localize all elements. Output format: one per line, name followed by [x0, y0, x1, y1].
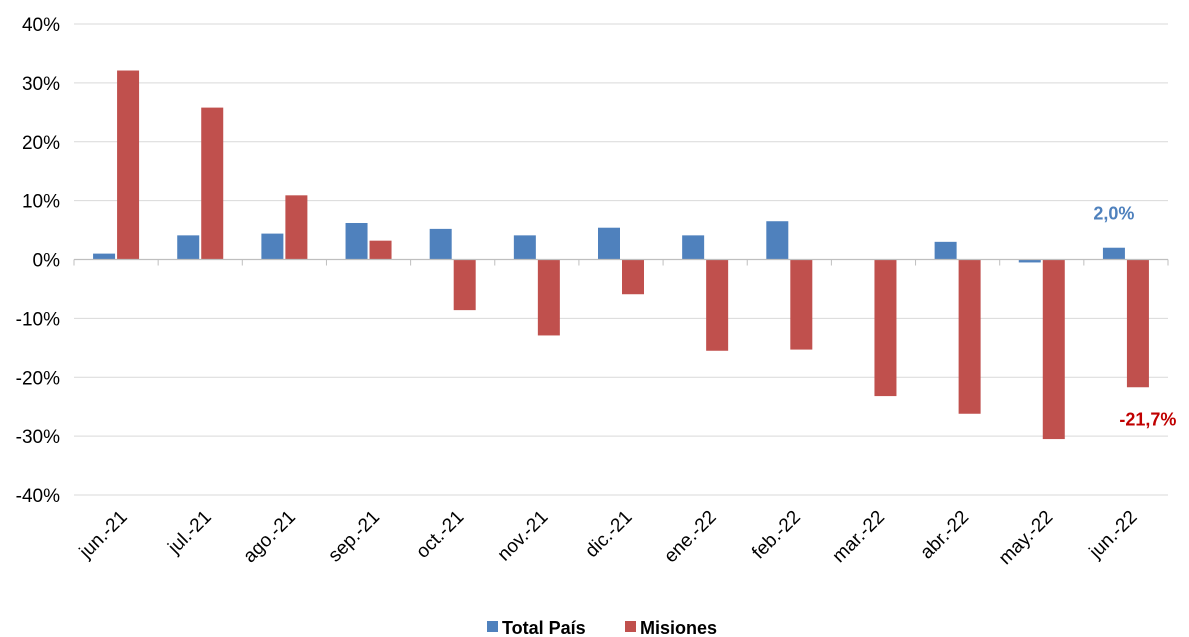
bar-misiones: [958, 259, 981, 414]
bar-misiones: [117, 70, 140, 260]
y-tick-label: -20%: [16, 368, 60, 389]
y-tick-label: -40%: [16, 486, 60, 507]
x-tick-label: nov.-21: [494, 507, 553, 566]
bar-total-pais: [345, 222, 368, 260]
bar-misiones: [453, 259, 476, 311]
data-label: -21,7%: [1119, 409, 1176, 429]
bar-total-pais: [682, 235, 705, 260]
bar-misiones: [874, 259, 897, 397]
x-tick-label: jun.-21: [75, 507, 132, 564]
x-tick-label: ene.-22: [660, 507, 720, 567]
bar-total-pais: [766, 221, 789, 260]
bar-total-pais: [177, 235, 200, 260]
x-tick-label: dic.-21: [581, 507, 636, 562]
y-tick-label: 40%: [22, 15, 60, 36]
x-tick-label: feb.-22: [748, 507, 805, 564]
bar-misiones: [201, 107, 224, 260]
bar-misiones: [369, 240, 392, 260]
y-tick-label: 10%: [22, 192, 60, 213]
x-axis-tick-labels: jun.-21 jul.-21 ago.-21 sep.-21 oct.-21 nov.-…: [75, 507, 1141, 569]
legend-label: Total País: [502, 618, 586, 637]
bar-total-pais: [261, 233, 284, 260]
y-tick-label: -30%: [16, 427, 60, 448]
bar-total-pais: [513, 235, 536, 260]
x-tick-label: mar.-22: [829, 507, 889, 567]
x-tick-label: abr.-22: [916, 507, 973, 564]
bar-total-pais: [1018, 259, 1041, 263]
legend-swatch: [625, 621, 636, 632]
x-tick-label: jul.-21: [164, 507, 216, 559]
legend-label: Misiones: [640, 618, 717, 637]
x-tick-label: may.-22: [995, 507, 1057, 569]
y-tick-label: 30%: [22, 74, 60, 95]
data-label: 2,0%: [1093, 204, 1134, 224]
data-labels: 2,0% -21,7%: [1093, 204, 1176, 430]
bar-misiones: [1126, 259, 1149, 388]
bars: [93, 70, 1149, 440]
legend: Total País Misiones: [487, 618, 717, 637]
bar-total-pais: [1102, 247, 1125, 260]
x-tick-label: ago.-21: [239, 507, 299, 567]
x-tick-label: jun.-22: [1085, 507, 1142, 564]
y-tick-label: -10%: [16, 309, 60, 330]
x-tick-label: oct.-21: [412, 507, 468, 563]
y-tick-label: 0%: [33, 251, 61, 272]
bar-misiones: [622, 259, 644, 295]
bar-total-pais: [934, 241, 957, 260]
bar-misiones: [537, 259, 560, 336]
bar-total-pais: [598, 227, 620, 260]
y-tick-label: 20%: [22, 133, 60, 154]
bar-misiones: [790, 259, 813, 350]
bar-misiones: [706, 259, 729, 351]
y-axis-ticks: 40% 30% 20% 10% 0% -10% -20% -30% -40%: [16, 15, 60, 507]
legend-swatch: [487, 621, 498, 632]
x-axis: [73, 258, 1169, 266]
bar-misiones: [1042, 259, 1065, 440]
bar-total-pais: [429, 228, 452, 260]
x-tick-label: sep.-21: [324, 507, 384, 567]
bar-misiones: [285, 195, 308, 260]
bar-total-pais: [93, 253, 116, 260]
